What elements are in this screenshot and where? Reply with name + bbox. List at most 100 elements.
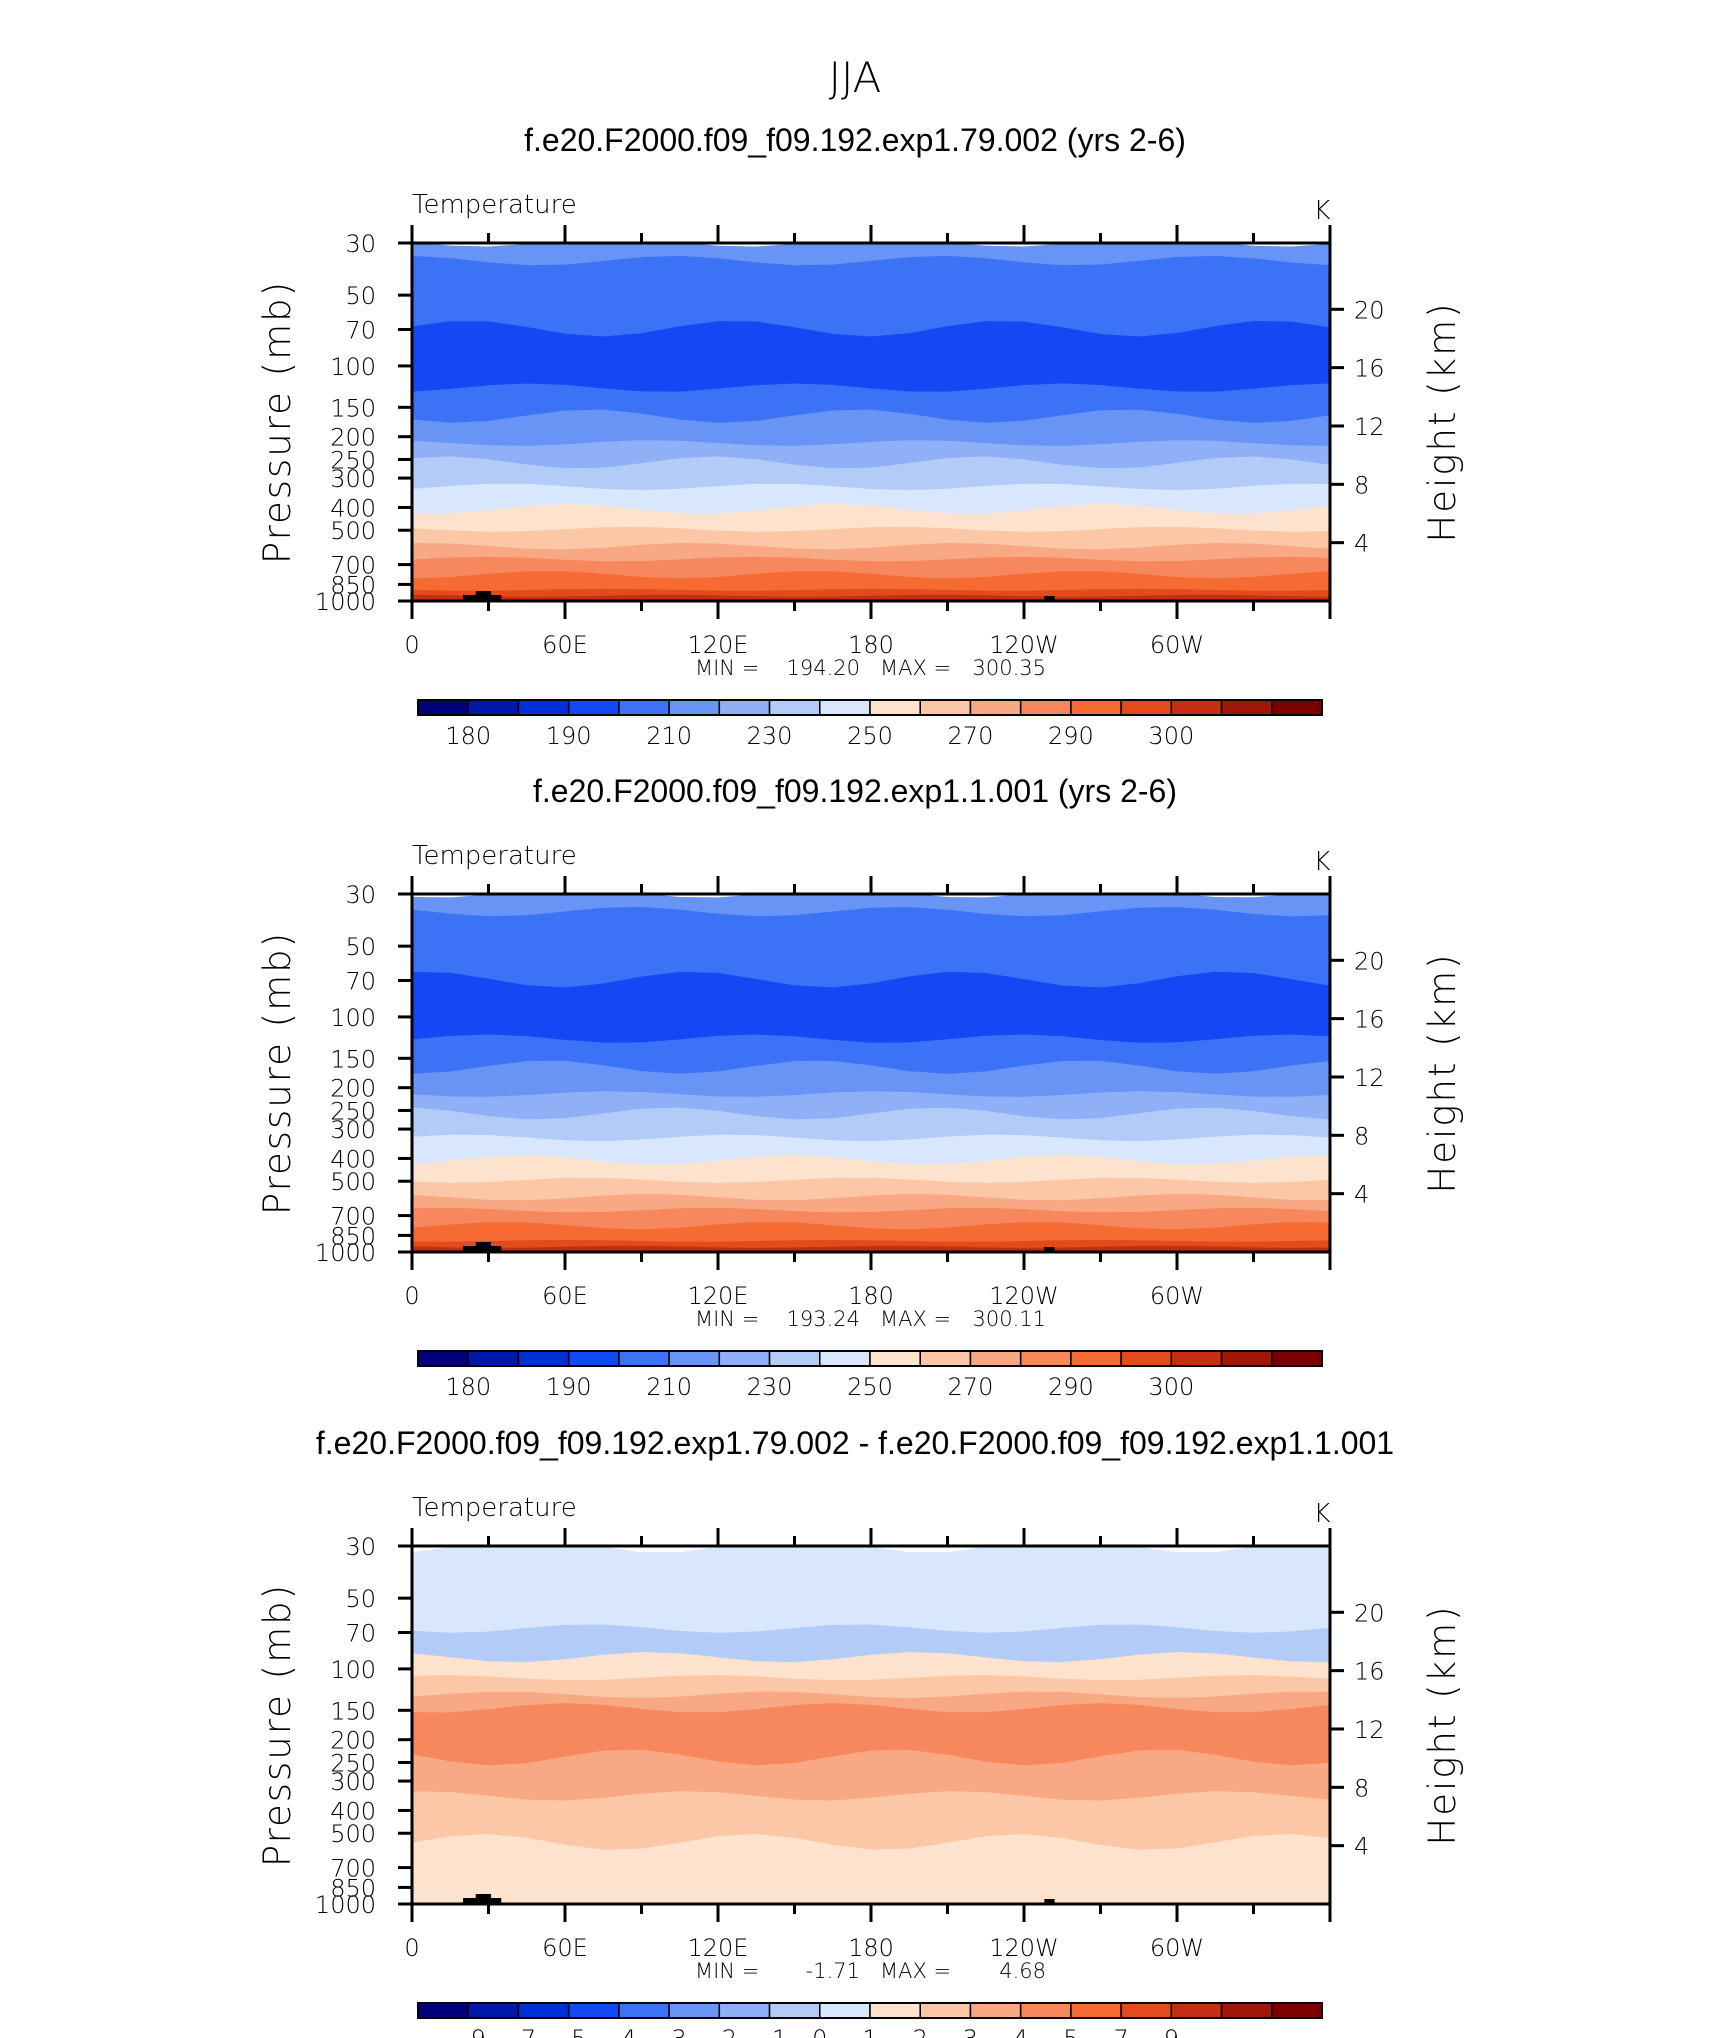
topography-mask — [1044, 1247, 1055, 1252]
y-tick-label: 100 — [330, 1004, 376, 1032]
colorbar-label: −5 — [551, 2025, 586, 2038]
max-value: 300.35 — [973, 656, 1046, 680]
y-tick-right-label: 16 — [1354, 355, 1385, 383]
min-value: -1.71 — [806, 1959, 860, 1983]
colorbar-label: −9 — [451, 2025, 486, 2038]
x-tick-label: 60E — [542, 1282, 588, 1310]
chart-panel-3: f.e20.F2000.f09_f09.192.exp1.79.002 - f.… — [256, 1425, 1464, 2038]
min-label: MIN = — [695, 1959, 759, 1983]
colorbar-swatch — [869, 2002, 921, 2019]
colorbar-swatch — [1070, 2002, 1122, 2019]
colorbar-label: 250 — [847, 722, 893, 750]
y-tick-label: 850 — [330, 571, 376, 599]
colorbar-swatch — [618, 2002, 670, 2019]
colorbar-swatch — [768, 2002, 821, 2019]
x-tick-label: 180 — [848, 631, 894, 659]
x-tick-label: 0 — [404, 1282, 419, 1310]
colorbar-swatch — [1120, 699, 1173, 716]
colorbar-label: 1 — [862, 2025, 877, 2038]
y-axis-right-label: Height (km) — [1421, 1604, 1464, 1845]
y-axis-label: Pressure (mb) — [256, 1583, 299, 1867]
x-tick-label: 0 — [404, 1934, 419, 1962]
colorbar-swatch — [567, 699, 620, 716]
x-tick-label: 180 — [848, 1934, 894, 1962]
contour-band — [412, 1245, 1330, 1252]
y-tick-right-label: 8 — [1354, 1122, 1369, 1150]
x-tick-label: 60W — [1150, 1282, 1204, 1310]
colorbar-swatch — [467, 699, 520, 716]
colorbar-swatch — [668, 2002, 721, 2019]
x-tick-label: 60W — [1150, 1934, 1204, 1962]
y-tick-label: 400 — [330, 1797, 376, 1825]
y-tick-label: 700 — [330, 552, 376, 580]
colorbar-label: 290 — [1048, 1373, 1094, 1401]
y-tick-label: 150 — [330, 1045, 376, 1073]
colorbar-label: 2 — [913, 2025, 928, 2038]
contour-band — [412, 594, 1330, 601]
y-tick-label: 700 — [330, 1855, 376, 1883]
colorbar-label: 0 — [812, 2025, 827, 2038]
min-label: MIN = — [695, 1307, 759, 1331]
max-label: MAX = — [880, 1959, 951, 1983]
y-tick-label: 400 — [330, 494, 376, 522]
y-tick-label: 50 — [345, 1585, 376, 1613]
colorbar-swatch — [567, 2002, 620, 2019]
y-tick-right-label: 4 — [1354, 530, 1369, 558]
colorbar-swatch — [1271, 699, 1323, 716]
units-label: K — [1313, 1499, 1330, 1529]
colorbar-swatch — [517, 2002, 570, 2019]
y-tick-label: 50 — [345, 282, 376, 310]
colorbar-swatch — [417, 2002, 469, 2019]
colorbar-label: −7 — [501, 2025, 536, 2038]
colorbar-swatch — [1170, 699, 1223, 716]
y-axis-right-label: Height (km) — [1421, 301, 1464, 542]
contour-band — [412, 1834, 1330, 1904]
colorbar-swatch — [517, 699, 570, 716]
colorbar-label: 7 — [1113, 2025, 1128, 2038]
colorbar-swatch — [1220, 2002, 1273, 2019]
colorbar-swatch — [1170, 1350, 1223, 1367]
colorbar-swatch — [969, 1350, 1022, 1367]
colorbar-swatch — [417, 1350, 469, 1367]
colorbar-swatch — [819, 699, 871, 716]
min-value: 194.20 — [787, 656, 860, 680]
colorbar-swatch — [869, 1350, 921, 1367]
y-tick-right-label: 8 — [1354, 471, 1369, 499]
variable-label: Temperature — [412, 841, 577, 871]
y-tick-label: 150 — [330, 394, 376, 422]
max-value: 300.11 — [973, 1307, 1046, 1331]
y-tick-label: 250 — [330, 446, 376, 474]
colorbar-label: 210 — [646, 722, 692, 750]
y-tick-label: 200 — [330, 1075, 376, 1103]
colorbar-label: 300 — [1148, 1373, 1194, 1401]
units-label: K — [1313, 847, 1330, 877]
y-tick-label: 30 — [345, 1533, 376, 1561]
colorbar: 180 190 210 230 250 270 290 300 — [417, 1350, 1323, 1401]
y-tick-label: 1000 — [315, 588, 376, 616]
colorbar-swatch — [1120, 1350, 1173, 1367]
y-tick-label: 70 — [345, 1620, 376, 1648]
contour-fill — [412, 894, 1330, 1252]
y-axis-label: Pressure (mb) — [256, 931, 299, 1215]
y-tick-label: 500 — [330, 517, 376, 545]
topography-mask — [475, 1242, 492, 1252]
colorbar-label: 290 — [1048, 722, 1094, 750]
colorbar-swatch — [668, 699, 721, 716]
colorbar-frame — [417, 699, 1323, 716]
y-tick-label: 250 — [330, 1097, 376, 1125]
colorbar-label: 180 — [445, 1373, 491, 1401]
colorbar-swatch — [567, 1350, 620, 1367]
y-tick-label: 70 — [345, 968, 376, 996]
max-label: MAX = — [880, 1307, 951, 1331]
x-tick-label: 0 — [404, 631, 419, 659]
colorbar-swatch — [869, 699, 921, 716]
y-tick-label: 50 — [345, 933, 376, 961]
colorbar-swatch — [1170, 2002, 1223, 2019]
y-tick-right-label: 20 — [1354, 1599, 1385, 1627]
x-tick-label: 180 — [848, 1282, 894, 1310]
colorbar-label: 190 — [546, 722, 592, 750]
x-tick-label: 120E — [688, 1282, 749, 1310]
y-axis-right-label: Height (km) — [1421, 952, 1464, 1193]
colorbar-swatch — [668, 1350, 721, 1367]
